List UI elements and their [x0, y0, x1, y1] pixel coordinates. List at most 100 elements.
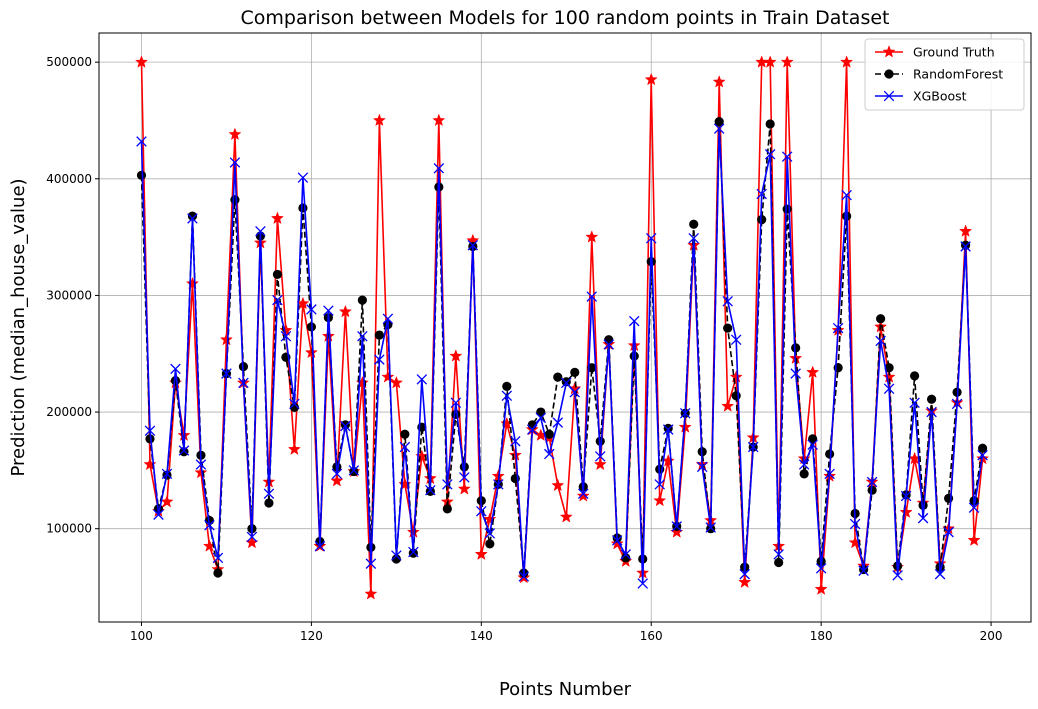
data-point-xgboost — [909, 397, 920, 408]
data-point-randomforest — [442, 504, 452, 514]
data-point-xgboost — [866, 476, 878, 488]
x-marker-stroke — [476, 505, 487, 517]
data-point-xgboost — [280, 330, 292, 342]
data-point-xgboost — [654, 479, 665, 490]
axis-ticks: 100 120 140 160 180 200 100000 200000 300000 4000… — [46, 55, 1002, 643]
data-point-xgboost — [229, 157, 241, 168]
data-point-xgboost — [535, 412, 547, 424]
x-tick-label: 100 — [130, 629, 153, 643]
x-marker-stroke — [611, 535, 623, 546]
data-point-xgboost — [586, 291, 598, 302]
data-point-xgboost — [807, 439, 818, 450]
data-point-xgboost — [153, 509, 164, 520]
data-point-xgboost — [722, 295, 733, 307]
x-marker-stroke — [272, 294, 283, 306]
data-point-ground-truth — [559, 510, 573, 523]
data-point-randomforest — [349, 466, 359, 477]
data-point-xgboost — [620, 549, 632, 560]
x-marker-stroke — [883, 90, 895, 102]
data-point-ground-truth — [338, 304, 352, 318]
data-point-xgboost — [756, 188, 767, 200]
data-point-xgboost — [238, 377, 249, 389]
data-point-randomforest — [714, 117, 724, 127]
x-marker-stroke — [790, 368, 801, 379]
x-marker-stroke — [671, 521, 682, 532]
data-point-xgboost — [178, 445, 190, 456]
data-point-xgboost — [611, 535, 623, 546]
x-marker-stroke — [900, 490, 912, 502]
y-axis-label: Prediction (median_house_value) — [8, 178, 29, 476]
data-point-xgboost — [255, 226, 266, 237]
x-marker-stroke — [229, 157, 241, 168]
legend-label-xgboost: XGBoost — [913, 89, 967, 104]
data-point-xgboost — [569, 386, 581, 398]
x-marker-stroke — [170, 363, 181, 375]
data-point-randomforest — [731, 391, 741, 401]
data-point-ground-truth — [763, 55, 777, 68]
data-point-randomforest — [629, 351, 639, 361]
data-point-ground-truth — [806, 365, 820, 378]
data-point-ground-truth — [678, 420, 692, 433]
data-point-xgboost — [323, 305, 334, 316]
data-point-ground-truth — [449, 349, 463, 362]
data-point-xgboost — [628, 315, 640, 327]
chart-legend: Ground Truth RandomForest XGBoost — [864, 38, 1025, 111]
data-point-xgboost — [943, 526, 954, 538]
data-point-randomforest — [926, 394, 937, 404]
x-axis-label: Points Number — [499, 679, 632, 700]
data-point-randomforest — [782, 204, 792, 214]
x-marker-stroke — [314, 540, 326, 552]
data-point-xgboost — [136, 136, 147, 147]
data-point-randomforest — [213, 568, 223, 578]
data-point-ground-truth — [381, 370, 395, 383]
x-marker-stroke — [875, 335, 886, 347]
data-point-randomforest — [272, 269, 283, 280]
data-point-ground-truth — [483, 512, 497, 525]
data-point-ground-truth — [593, 457, 607, 471]
data-point-xgboost — [662, 424, 674, 435]
x-marker-stroke — [645, 233, 657, 244]
data-point-xgboost — [645, 233, 657, 244]
data-point-xgboost — [442, 479, 453, 490]
data-point-ground-truth — [899, 505, 913, 518]
x-marker-stroke — [391, 550, 402, 561]
x-marker-stroke — [238, 377, 249, 389]
data-point-ground-truth — [270, 211, 284, 225]
x-marker-stroke — [433, 163, 445, 174]
series-xgboost — [136, 123, 988, 589]
data-point-randomforest — [621, 553, 631, 563]
x-marker-stroke — [527, 424, 538, 435]
data-point-ground-truth — [143, 457, 157, 471]
data-point-xgboost — [306, 304, 317, 315]
x-marker-stroke — [849, 518, 861, 530]
x-marker-stroke — [161, 468, 173, 480]
data-point-ground-truth — [721, 399, 735, 412]
y-tick-label: 100000 — [46, 522, 92, 536]
data-point-randomforest — [502, 381, 512, 391]
data-point-ground-truth — [185, 276, 200, 290]
data-point-randomforest — [264, 498, 274, 508]
data-point-xgboost — [730, 334, 742, 346]
x-marker-stroke — [722, 295, 733, 307]
x-marker-stroke — [977, 449, 988, 461]
x-marker-stroke — [399, 441, 411, 453]
data-point-randomforest — [918, 500, 928, 510]
data-point-ground-truth — [406, 525, 420, 538]
x-marker-stroke — [331, 468, 343, 480]
data-point-xgboost — [416, 374, 428, 385]
data-point-xgboost — [790, 368, 801, 379]
x-marker-stroke — [628, 315, 640, 327]
legend-box — [864, 38, 1025, 111]
x-marker-stroke — [357, 330, 368, 342]
data-point-xgboost — [204, 519, 215, 531]
data-point-xgboost — [348, 465, 360, 476]
data-point-xgboost — [747, 441, 759, 453]
data-point-xgboost — [934, 568, 946, 580]
data-point-xgboost — [246, 531, 258, 543]
x-marker-stroke — [594, 451, 606, 462]
x-marker-stroke — [510, 435, 521, 447]
x-marker-stroke — [866, 476, 878, 488]
data-point-randomforest — [408, 548, 418, 558]
x-marker-stroke — [662, 424, 674, 435]
data-point-xgboost — [841, 189, 852, 201]
